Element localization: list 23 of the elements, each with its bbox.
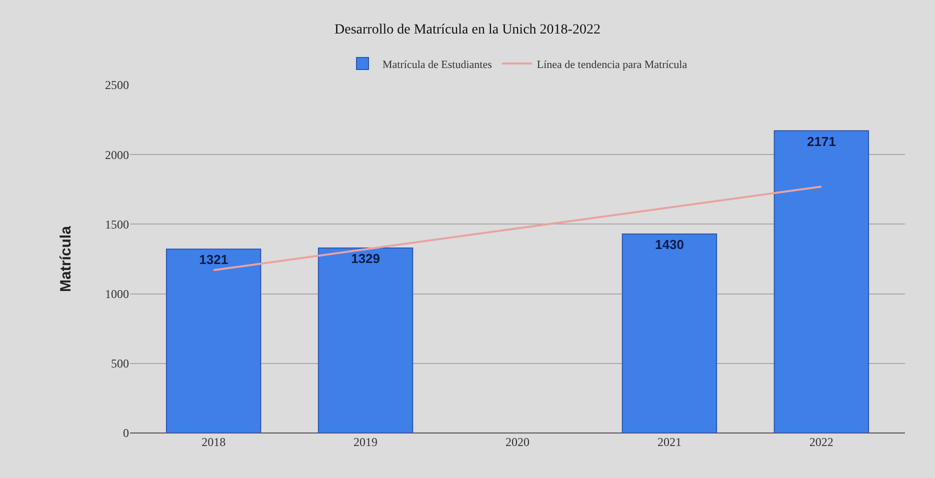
y-axis-title: Matrícula	[57, 225, 74, 292]
chart-title: Desarrollo de Matrícula en la Unich 2018-2022	[334, 22, 600, 38]
x-tick-label: 2020	[506, 435, 530, 449]
data-label: 1329	[351, 251, 380, 266]
legend-label: Línea de tendencia para Matrícula	[536, 58, 688, 71]
x-tick-label: 2019	[354, 435, 378, 449]
y-tick-label: 1500	[105, 217, 129, 232]
x-tick-label: 2021	[657, 435, 682, 449]
y-tick-label: 500	[111, 356, 129, 371]
data-label: 2171	[806, 134, 836, 149]
x-tick-label: 2022	[809, 435, 834, 449]
bar	[318, 248, 414, 433]
y-tick-label: 2000	[105, 148, 129, 162]
bar	[166, 248, 262, 433]
y-tick-label: 2500	[105, 78, 129, 92]
data-label: 1321	[199, 252, 228, 268]
y-tick-label: 1000	[105, 287, 129, 301]
x-tick-label: 2018	[202, 435, 226, 449]
y-tick-label: 0	[123, 426, 129, 440]
bar	[622, 233, 718, 433]
data-label: 1430	[655, 236, 684, 252]
legend-label: Matrícula de Estudiantes	[382, 58, 492, 71]
bar	[774, 130, 870, 433]
